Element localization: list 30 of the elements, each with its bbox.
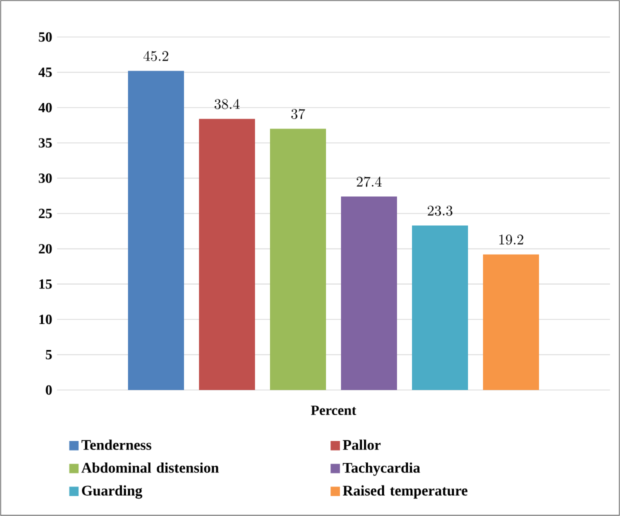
y-tick-label: 20 (38, 244, 52, 254)
legend-label: Raised temperature (342, 485, 468, 499)
legend-label: Tenderness (82, 440, 152, 450)
y-tick-label: 10 (39, 314, 52, 324)
data-label: 27.4 (356, 176, 382, 187)
y-tick-label: 50 (38, 32, 52, 42)
data-label: 45.2 (143, 50, 168, 62)
x-tick-label: Percent (310, 406, 356, 416)
legend-label: Pallor (342, 440, 381, 450)
data-label: 19.2 (499, 234, 524, 245)
y-tick-label: 5 (46, 350, 52, 360)
y-tick-label: 25 (38, 208, 52, 218)
y-tick-label: 45 (38, 68, 52, 77)
legend-label: Abdominal distension (81, 462, 219, 473)
y-tick-label: 40 (38, 102, 52, 112)
data-label: 37 (291, 108, 306, 120)
data-label: 38.4 (214, 98, 240, 110)
y-tick-label: 0 (46, 385, 52, 395)
bar (412, 225, 468, 390)
bar (341, 196, 398, 390)
bar (128, 70, 184, 390)
data-label: 23.3 (428, 206, 452, 216)
y-tick-label: 35 (38, 138, 52, 148)
y-tick-label: 30 (38, 173, 52, 183)
bar (483, 254, 540, 390)
y-tick-label: 15 (39, 279, 52, 289)
legend-label: Tachycardia (342, 462, 420, 476)
legend-label: Guarding (82, 485, 142, 499)
bar (270, 128, 326, 390)
bar (199, 118, 256, 390)
